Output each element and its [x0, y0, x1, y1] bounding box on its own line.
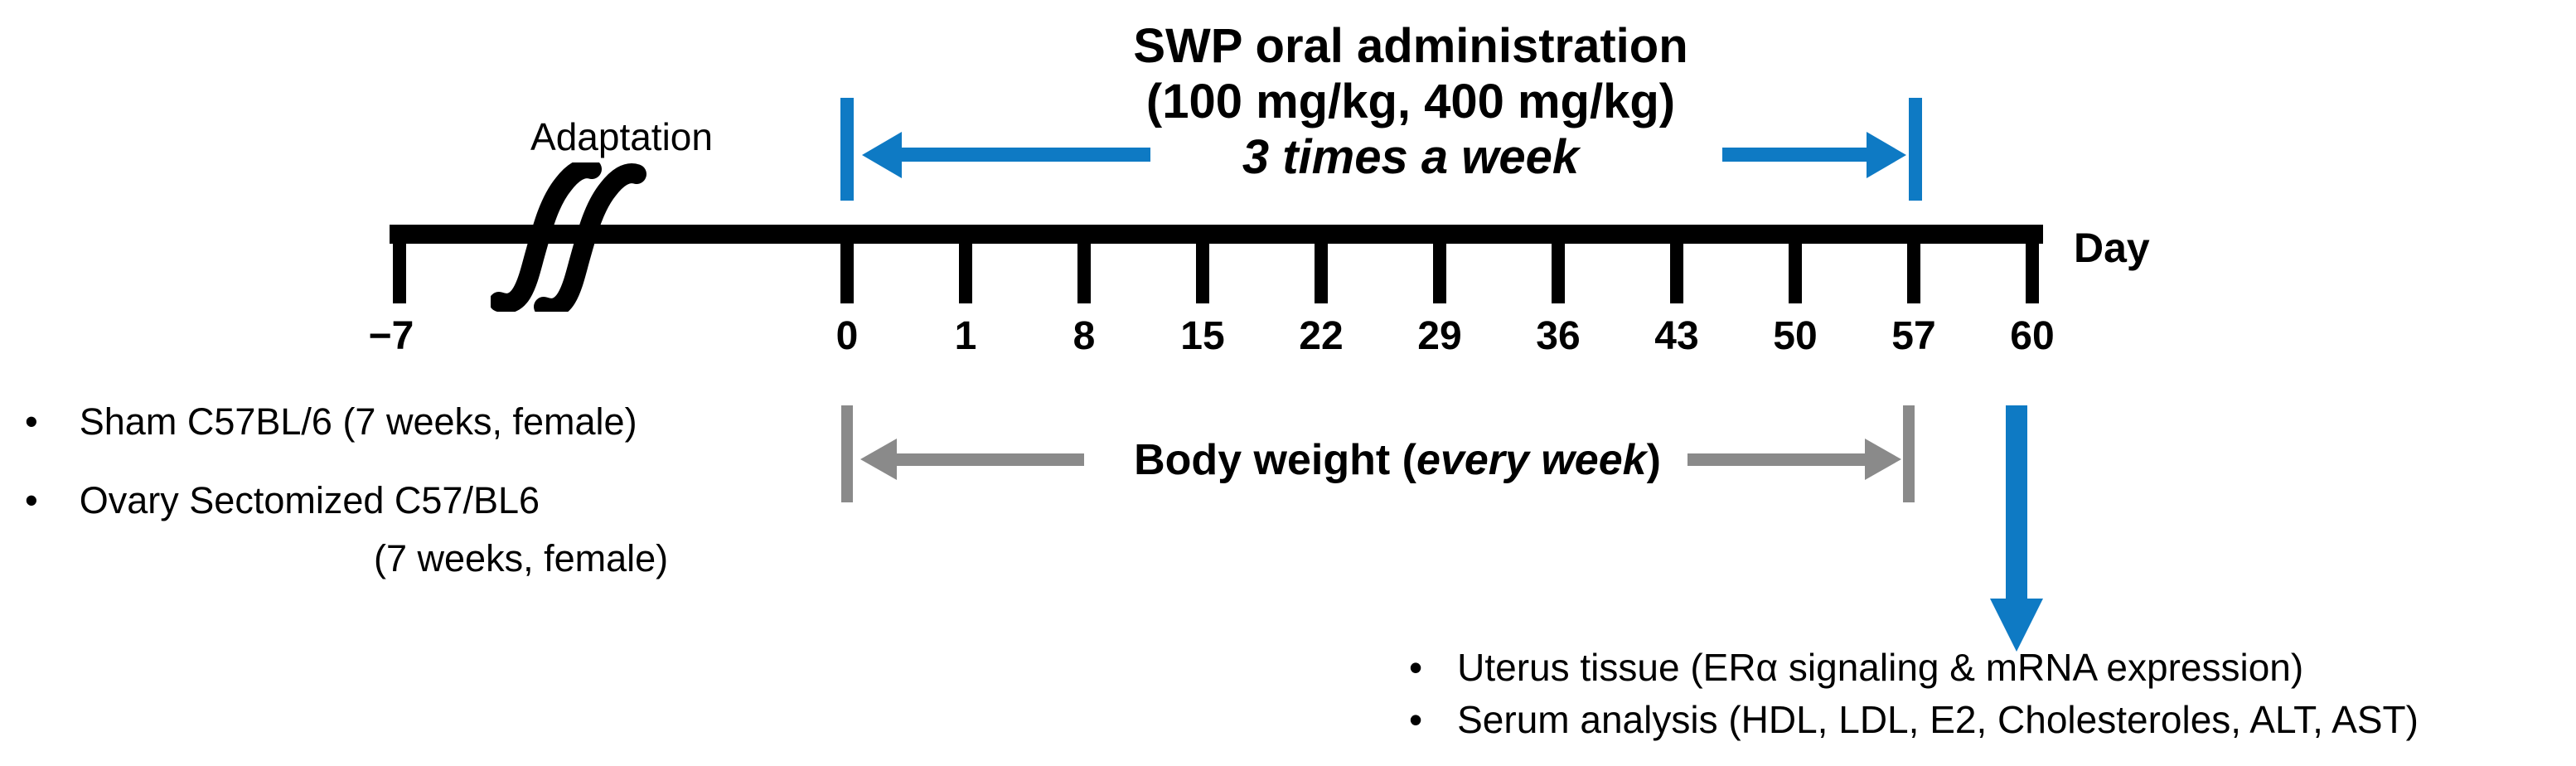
- timeline-bar: [390, 225, 2043, 244]
- tick-label-43: 43: [1654, 314, 1699, 358]
- group-ovx-row: • Ovary Sectomized C57/BL6: [25, 479, 540, 522]
- tick-label-0: 0: [835, 314, 859, 358]
- tick-label-29: 29: [1417, 314, 1462, 358]
- bodyweight-label-emphasis: every week: [1416, 436, 1647, 484]
- tick-day--7: [393, 225, 406, 303]
- endpoint-arrow-head-icon: [1990, 599, 2043, 652]
- tick-label-22: 22: [1299, 314, 1344, 358]
- swp-title-line1: SWP oral administration: [1133, 19, 1688, 73]
- tick-day-8: [1077, 225, 1091, 303]
- tick-day-1: [959, 225, 972, 303]
- swp-start-endbar: [840, 98, 854, 201]
- bodyweight-label-prefix: Body weight (: [1134, 436, 1416, 484]
- axis-break-icon: [491, 162, 646, 312]
- swp-title-line3: 3 times a week: [1242, 130, 1580, 184]
- tick-day-29: [1433, 225, 1446, 303]
- bullet-icon: •: [25, 400, 38, 443]
- swp-arrow-right-shaft: [1722, 148, 1868, 162]
- tick-label-minus7: −7: [368, 314, 414, 358]
- bodyweight-end-endbar: [1903, 405, 1915, 502]
- tick-day-50: [1789, 225, 1802, 303]
- tick-day-57: [1907, 225, 1920, 303]
- swp-arrow-left-head-icon: [862, 132, 902, 178]
- tick-label-50: 50: [1773, 314, 1818, 358]
- tick-day-60: [2026, 225, 2039, 303]
- swp-administration-title: SWP oral administration (100 mg/kg, 400 …: [913, 18, 1908, 185]
- group-ovx-label-line1: Ovary Sectomized C57/BL6: [79, 479, 540, 521]
- axis-label-day: Day: [2074, 225, 2150, 271]
- endpoint-uterus-row: • Uterus tissue (ERα signaling & mRNA ex…: [1409, 645, 2303, 690]
- tick-label-1: 1: [954, 314, 977, 358]
- endpoint-serum-row: • Serum analysis (HDL, LDL, E2, Choleste…: [1409, 697, 2419, 742]
- endpoint-arrow-shaft: [2006, 405, 2027, 602]
- bodyweight-arrow-right-head-icon: [1865, 439, 1901, 480]
- swp-arrow-left-shaft: [900, 148, 1150, 162]
- bullet-icon: •: [1409, 698, 1423, 741]
- adaptation-label: Adaptation: [530, 115, 713, 158]
- swp-arrow-right-head-icon: [1867, 132, 1906, 178]
- bodyweight-arrow-left-head-icon: [860, 439, 897, 480]
- tick-label-57: 57: [1891, 314, 1936, 358]
- tick-day-36: [1552, 225, 1565, 303]
- swp-title-line2: (100 mg/kg, 400 mg/kg): [1145, 75, 1676, 128]
- group-sham-row: • Sham C57BL/6 (7 weeks, female): [25, 400, 637, 444]
- bodyweight-arrow-right-shaft: [1687, 453, 1867, 466]
- tick-label-8: 8: [1073, 314, 1096, 358]
- tick-label-15: 15: [1180, 314, 1225, 358]
- bodyweight-start-endbar: [841, 405, 853, 502]
- bullet-icon: •: [25, 479, 38, 521]
- group-sham-label: Sham C57BL/6 (7 weeks, female): [79, 400, 637, 443]
- endpoint-uterus-label: Uterus tissue (ERα signaling & mRNA expr…: [1457, 646, 2304, 689]
- tick-day-43: [1670, 225, 1683, 303]
- group-ovx-label-line2: (7 weeks, female): [374, 537, 669, 579]
- bullet-icon: •: [1409, 646, 1423, 689]
- bodyweight-label: Body weight (every week): [1134, 435, 1661, 485]
- tick-day-0: [840, 225, 854, 303]
- tick-label-36: 36: [1536, 314, 1581, 358]
- bodyweight-arrow-left-shaft: [897, 453, 1084, 466]
- tick-day-15: [1196, 225, 1209, 303]
- swp-end-endbar: [1909, 98, 1922, 201]
- tick-day-22: [1315, 225, 1328, 303]
- bodyweight-label-suffix: ): [1646, 436, 1661, 484]
- endpoint-serum-label: Serum analysis (HDL, LDL, E2, Cholestero…: [1457, 698, 2419, 741]
- tick-label-60: 60: [2010, 314, 2055, 358]
